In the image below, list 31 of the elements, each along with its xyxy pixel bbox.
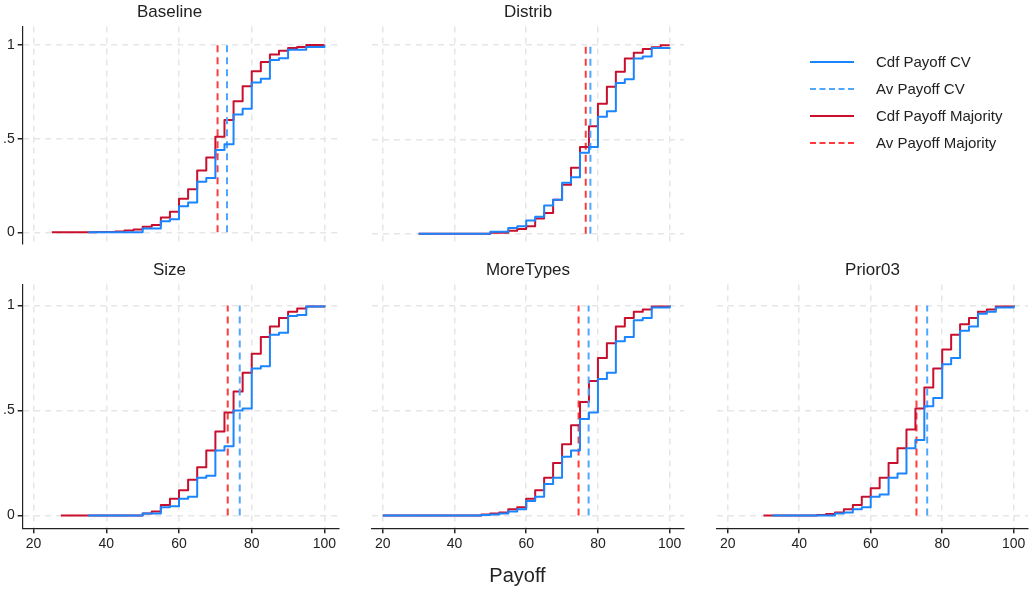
x-tick-label: 40 bbox=[791, 535, 808, 552]
y-tick-label: .5 bbox=[2, 401, 15, 418]
y-tick-label: .5 bbox=[2, 129, 15, 146]
x-axis-title: Payoff bbox=[488, 564, 547, 587]
legend-label: Cdf Payoff CV bbox=[876, 53, 971, 70]
chart-title: Prior03 bbox=[845, 259, 900, 279]
legend-label: Av Payoff Majority bbox=[876, 134, 997, 151]
x-tick-label: 100 bbox=[657, 535, 682, 552]
x-tick-label: 60 bbox=[171, 535, 188, 552]
chart-title: Size bbox=[152, 259, 187, 279]
x-tick-label: 20 bbox=[374, 535, 391, 552]
chart-title: Baseline bbox=[136, 1, 203, 21]
y-tick-label: 0 bbox=[6, 223, 15, 240]
y-tick-label: 1 bbox=[6, 35, 15, 52]
legend-label: Cdf Payoff Majority bbox=[876, 107, 1003, 124]
x-tick-label: 60 bbox=[862, 535, 879, 552]
chart-title: Distrib bbox=[503, 1, 553, 21]
chart-title: MoreTypes bbox=[485, 259, 571, 279]
x-tick-label: 100 bbox=[1002, 535, 1026, 552]
x-tick-label: 80 bbox=[934, 535, 951, 552]
x-tick-label: 80 bbox=[243, 535, 260, 552]
x-tick-label: 40 bbox=[446, 535, 463, 552]
legend-label: Av Payoff CV bbox=[876, 80, 965, 97]
y-tick-label: 0 bbox=[6, 506, 15, 523]
x-tick-label: 20 bbox=[719, 535, 736, 552]
x-tick-label: 40 bbox=[98, 535, 115, 552]
x-tick-label: 20 bbox=[25, 535, 42, 552]
x-tick-label: 60 bbox=[518, 535, 535, 552]
x-tick-label: 100 bbox=[312, 535, 337, 552]
y-tick-label: 1 bbox=[6, 296, 15, 313]
x-tick-label: 80 bbox=[590, 535, 606, 552]
